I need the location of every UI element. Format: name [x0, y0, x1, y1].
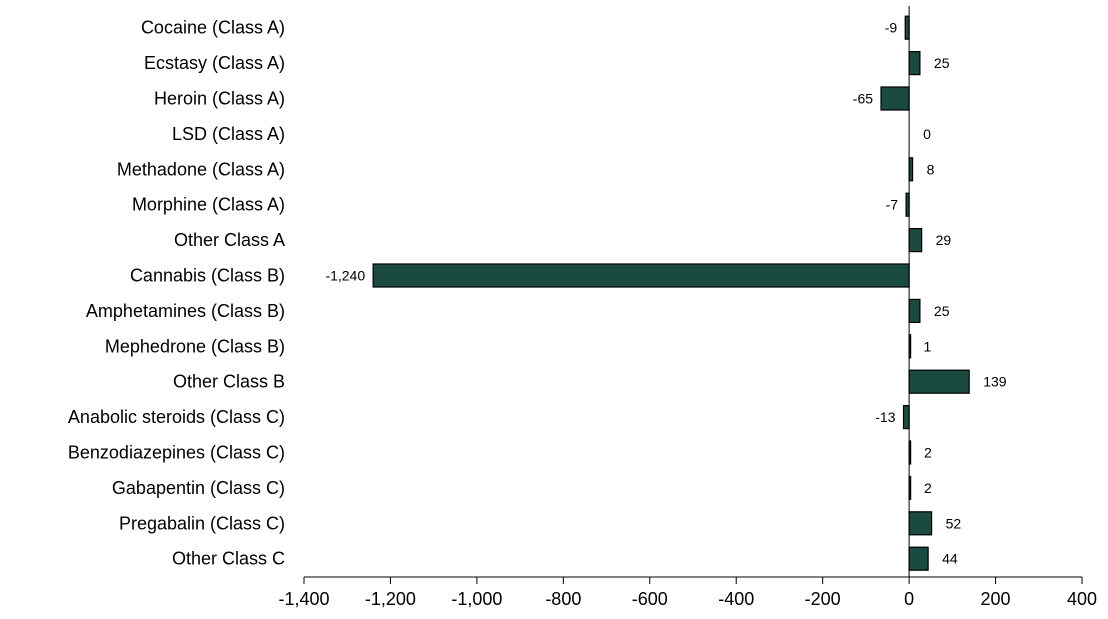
bar	[908, 369, 970, 394]
category-label: Methadone (Class A)	[117, 159, 285, 179]
axes-layer	[303, 6, 1083, 584]
category-label: Amphetamines (Class B)	[86, 301, 285, 321]
data-label: 139	[983, 374, 1007, 390]
x-tick-label: -400	[718, 589, 754, 609]
bar	[908, 546, 929, 571]
x-tick-label: -800	[545, 589, 581, 609]
data-label: 2	[924, 445, 932, 461]
x-tick-label: 0	[904, 589, 914, 609]
x-tick-label: -1,400	[278, 589, 329, 609]
data-label: 2	[924, 480, 932, 496]
category-label: Heroin (Class A)	[154, 89, 285, 109]
data-label: 8	[927, 161, 935, 177]
category-label: LSD (Class A)	[172, 124, 285, 144]
category-label: Mephedrone (Class B)	[105, 336, 285, 356]
category-label: Other Class A	[174, 230, 285, 250]
bar	[908, 50, 921, 76]
category-label: Cannabis (Class B)	[130, 266, 285, 286]
bar	[908, 228, 923, 253]
bar	[908, 157, 914, 182]
x-tick-label: 400	[1067, 589, 1097, 609]
bar	[880, 86, 910, 111]
category-label: Gabapentin (Class C)	[112, 478, 285, 498]
category-label: Ecstasy (Class A)	[144, 53, 285, 73]
bar	[904, 15, 910, 40]
category-label: Other Class B	[173, 372, 285, 392]
bar	[902, 405, 910, 430]
x-tick-label: -200	[805, 589, 841, 609]
data-label: 29	[936, 232, 952, 248]
data-labels-layer: -9 25 -65 0 8 -7 29 -1,240 25 1 139 -13 2 2 52 44	[325, 20, 1006, 567]
data-label: -1,240	[325, 268, 365, 284]
x-tick-label: 200	[981, 589, 1011, 609]
bar	[908, 298, 921, 323]
bars-layer	[372, 15, 970, 571]
category-label: Anabolic steroids (Class C)	[68, 407, 285, 427]
data-label: 0	[923, 126, 931, 142]
data-label: 52	[946, 515, 962, 531]
data-label: 44	[942, 551, 958, 567]
data-label: -13	[875, 409, 895, 425]
x-tick-label: -1,000	[451, 589, 502, 609]
data-label: 25	[934, 55, 950, 71]
bar	[372, 263, 910, 288]
category-label: Other Class C	[172, 549, 285, 569]
category-label: Pregabalin (Class C)	[119, 513, 285, 533]
bar	[908, 511, 933, 536]
tick-labels-layer: -1,400 -1,200 -1,000 -800 -600 -400 -200 0 200 40…	[278, 589, 1097, 609]
x-tick-label: -600	[632, 589, 668, 609]
data-label: -65	[853, 91, 873, 107]
category-label: Cocaine (Class A)	[141, 18, 285, 38]
category-labels-layer: Cocaine (Class A) Ecstasy (Class A) Heroin…	[68, 18, 285, 569]
data-label: 25	[934, 303, 950, 319]
data-label: -7	[886, 197, 899, 213]
category-label: Morphine (Class A)	[132, 195, 285, 215]
category-label: Benzodiazepines (Class C)	[68, 443, 285, 463]
x-tick-label: -1,200	[365, 589, 416, 609]
data-label: 1	[924, 338, 932, 354]
data-label: -9	[885, 20, 898, 36]
